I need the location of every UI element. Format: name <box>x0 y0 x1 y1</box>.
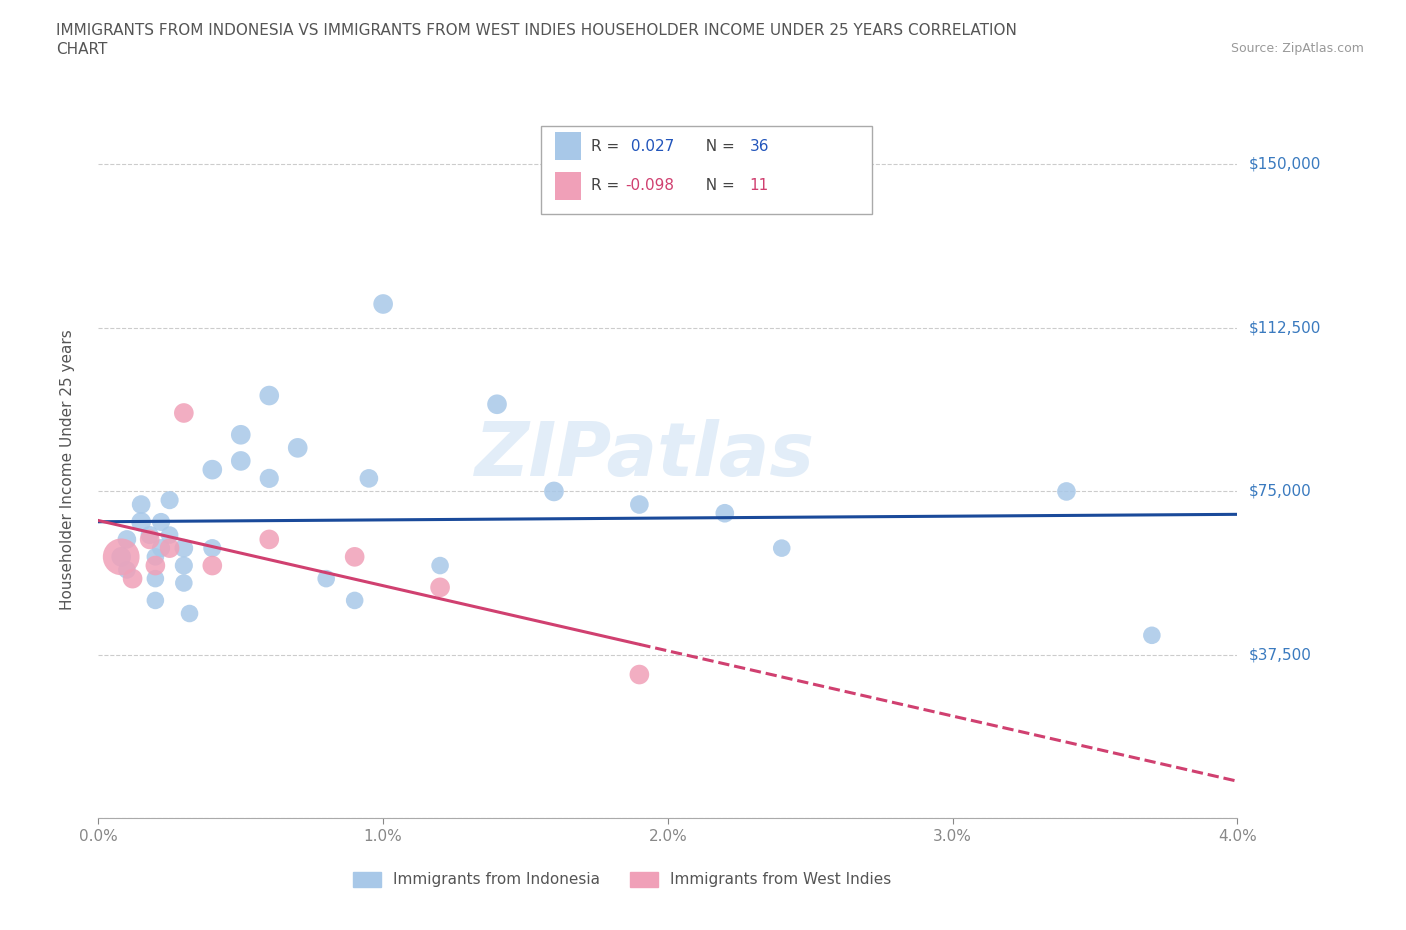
Text: 36: 36 <box>749 139 769 153</box>
Point <box>429 580 451 595</box>
Point <box>259 388 281 403</box>
Text: $112,500: $112,500 <box>1249 321 1320 336</box>
Point <box>201 462 224 477</box>
Point <box>150 540 173 555</box>
Point <box>173 540 195 555</box>
Text: $37,500: $37,500 <box>1249 647 1312 662</box>
Point <box>145 593 167 608</box>
Point <box>343 593 366 608</box>
Point <box>429 558 451 573</box>
Point <box>173 558 195 573</box>
Point <box>138 532 160 547</box>
Point <box>115 563 138 578</box>
Point <box>543 484 565 498</box>
Point <box>173 576 195 591</box>
Point <box>315 571 337 586</box>
Text: ZIPatlas: ZIPatlas <box>475 419 815 492</box>
Point <box>287 441 309 456</box>
Point <box>259 532 281 547</box>
Point <box>129 497 152 512</box>
Point <box>145 558 167 573</box>
Point <box>628 667 651 682</box>
Point <box>150 514 173 529</box>
Point <box>1056 484 1078 498</box>
Point <box>229 427 252 442</box>
Point <box>121 571 143 586</box>
Point <box>229 454 252 469</box>
Point <box>201 540 224 555</box>
Point <box>145 571 167 586</box>
Text: $150,000: $150,000 <box>1249 157 1320 172</box>
Text: N =: N = <box>696 139 740 153</box>
Text: -0.098: -0.098 <box>626 179 675 193</box>
Point <box>343 550 366 565</box>
Point <box>179 606 201 621</box>
Point <box>486 397 509 412</box>
Text: Source: ZipAtlas.com: Source: ZipAtlas.com <box>1230 42 1364 55</box>
Text: CHART: CHART <box>56 42 108 57</box>
Point <box>159 527 181 542</box>
Point <box>371 297 394 312</box>
Point <box>159 493 181 508</box>
Text: 0.027: 0.027 <box>626 139 673 153</box>
Legend: Immigrants from Indonesia, Immigrants from West Indies: Immigrants from Indonesia, Immigrants fr… <box>353 871 891 887</box>
Point <box>201 558 224 573</box>
Point <box>110 550 132 565</box>
Point <box>259 471 281 485</box>
Text: N =: N = <box>696 179 740 193</box>
Point <box>110 550 132 565</box>
Point <box>159 540 181 555</box>
Text: 11: 11 <box>749 179 769 193</box>
Point <box>115 532 138 547</box>
Text: R =: R = <box>591 179 624 193</box>
Text: R =: R = <box>591 139 624 153</box>
Point <box>770 540 793 555</box>
Point <box>129 514 152 529</box>
Point <box>138 527 160 542</box>
Point <box>1140 628 1163 643</box>
Text: IMMIGRANTS FROM INDONESIA VS IMMIGRANTS FROM WEST INDIES HOUSEHOLDER INCOME UNDE: IMMIGRANTS FROM INDONESIA VS IMMIGRANTS … <box>56 23 1017 38</box>
Point <box>714 506 737 521</box>
Text: $75,000: $75,000 <box>1249 484 1312 499</box>
Y-axis label: Householder Income Under 25 years: Householder Income Under 25 years <box>60 329 75 610</box>
Point <box>145 550 167 565</box>
Point <box>173 405 195 420</box>
Point <box>628 497 651 512</box>
Point <box>357 471 380 485</box>
